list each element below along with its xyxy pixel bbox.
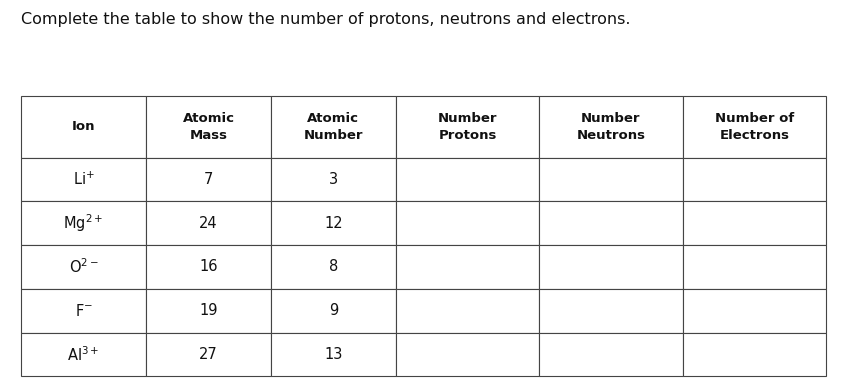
Text: 8: 8 (329, 260, 338, 275)
Text: 19: 19 (199, 303, 217, 318)
Text: Atomic
Number: Atomic Number (303, 112, 363, 142)
Text: Li$^{+}$: Li$^{+}$ (72, 171, 94, 188)
Text: Ion: Ion (72, 120, 95, 133)
Text: Number of
Electrons: Number of Electrons (715, 112, 794, 142)
Text: 9: 9 (329, 303, 338, 318)
Text: Atomic
Mass: Atomic Mass (182, 112, 234, 142)
Text: O$^{2-}$: O$^{2-}$ (68, 258, 99, 276)
Text: 12: 12 (324, 216, 343, 231)
Text: Complete the table to show the number of protons, neutrons and electrons.: Complete the table to show the number of… (21, 12, 631, 26)
Text: 13: 13 (325, 347, 342, 362)
Text: Mg$^{2+}$: Mg$^{2+}$ (63, 212, 104, 234)
Text: Number
Neutrons: Number Neutrons (577, 112, 646, 142)
Text: Al$^{3+}$: Al$^{3+}$ (67, 345, 99, 364)
Text: 24: 24 (199, 216, 217, 231)
Text: 27: 27 (199, 347, 217, 362)
Text: 3: 3 (329, 172, 338, 187)
Text: Number
Protons: Number Protons (438, 112, 497, 142)
Text: F$^{-}$: F$^{-}$ (74, 303, 93, 319)
Text: 7: 7 (204, 172, 213, 187)
Text: 16: 16 (199, 260, 217, 275)
